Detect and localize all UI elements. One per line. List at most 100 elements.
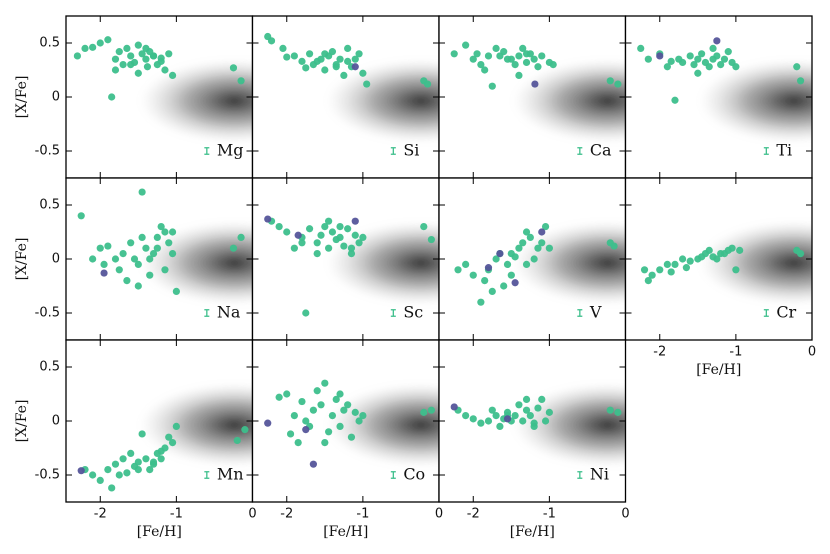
data-point — [351, 55, 359, 63]
data-point — [686, 257, 694, 265]
error-bar — [204, 471, 210, 479]
x-axis-label: [Fe/H] — [323, 524, 368, 540]
data-point — [793, 63, 801, 71]
data-point — [477, 298, 485, 306]
data-point — [286, 430, 295, 438]
data-point — [325, 428, 333, 436]
data-point — [313, 250, 321, 258]
data-point — [363, 80, 371, 88]
data-point — [115, 471, 123, 479]
data-point — [328, 412, 337, 420]
element-label: Mn — [217, 465, 244, 484]
panel: Cr -2 -1 0 [Fe/H] — [624, 177, 816, 378]
error-bar — [204, 309, 210, 317]
data-point — [96, 39, 104, 47]
data-point — [161, 266, 169, 274]
x-tick-label: -1 — [729, 345, 742, 360]
data-point — [503, 415, 512, 423]
data-point — [351, 63, 359, 71]
data-point — [138, 233, 146, 241]
data-point — [149, 458, 158, 466]
data-point — [698, 50, 706, 58]
error-bar — [577, 471, 583, 479]
data-point — [344, 401, 352, 409]
data-point — [309, 406, 317, 414]
data-point — [522, 406, 531, 414]
data-point — [511, 412, 519, 420]
error-bar — [763, 309, 769, 317]
data-point — [724, 48, 732, 56]
data-point — [359, 412, 367, 420]
element-label: Cr — [776, 303, 796, 322]
data-point — [519, 44, 527, 53]
data-point — [728, 244, 736, 252]
data-point — [294, 231, 302, 239]
data-point — [332, 63, 340, 71]
data-point — [264, 215, 272, 223]
data-point — [313, 239, 321, 247]
data-point — [678, 255, 687, 263]
data-point — [290, 244, 298, 252]
data-point — [648, 271, 656, 279]
data-point — [237, 77, 245, 85]
data-point — [317, 401, 325, 409]
data-point — [115, 48, 123, 56]
data-point — [720, 250, 729, 258]
data-point — [682, 264, 690, 272]
data-point — [694, 69, 702, 77]
data-point — [275, 223, 283, 231]
data-point — [347, 244, 356, 252]
panel: V — [438, 177, 627, 341]
element-label: Na — [217, 303, 241, 322]
data-point — [149, 250, 158, 258]
element-label: Sc — [403, 303, 423, 322]
data-point — [157, 54, 165, 62]
data-point — [168, 71, 177, 79]
data-point — [344, 225, 352, 233]
data-point — [705, 246, 713, 254]
data-point — [96, 476, 104, 484]
data-point — [111, 55, 120, 63]
data-point — [111, 66, 120, 74]
data-point — [104, 36, 112, 44]
data-point — [321, 50, 329, 58]
data-point — [123, 277, 131, 285]
data-point — [336, 223, 344, 231]
data-point — [321, 66, 329, 74]
data-point — [423, 80, 432, 88]
data-point — [290, 412, 298, 420]
data-point — [454, 266, 462, 274]
data-point — [698, 253, 706, 261]
data-point — [503, 55, 512, 63]
data-point — [420, 223, 428, 231]
data-point — [484, 52, 493, 60]
data-point — [89, 471, 97, 479]
data-point — [488, 287, 496, 295]
data-point — [302, 426, 310, 434]
data-point — [667, 57, 675, 65]
x-tick-label: -1 — [170, 507, 183, 522]
x-tick-label: 0 — [248, 507, 256, 522]
y-axis-label: [X/Fe] — [14, 400, 30, 443]
data-point — [492, 412, 500, 420]
panel: Si — [251, 15, 440, 179]
data-point — [462, 412, 470, 420]
error-bar — [577, 309, 583, 317]
data-point — [344, 44, 352, 53]
data-point — [127, 61, 135, 69]
data-point — [686, 52, 694, 60]
data-point — [123, 44, 131, 53]
element-label: Ca — [590, 141, 612, 160]
data-point — [336, 390, 344, 398]
data-point — [477, 419, 485, 427]
data-point — [283, 390, 291, 398]
data-point — [606, 406, 614, 414]
data-point — [496, 250, 504, 258]
data-point — [522, 58, 531, 67]
panel-frame — [624, 177, 813, 341]
data-point — [347, 433, 356, 441]
y-tick-label: 0 — [52, 90, 60, 105]
data-point — [538, 239, 546, 247]
